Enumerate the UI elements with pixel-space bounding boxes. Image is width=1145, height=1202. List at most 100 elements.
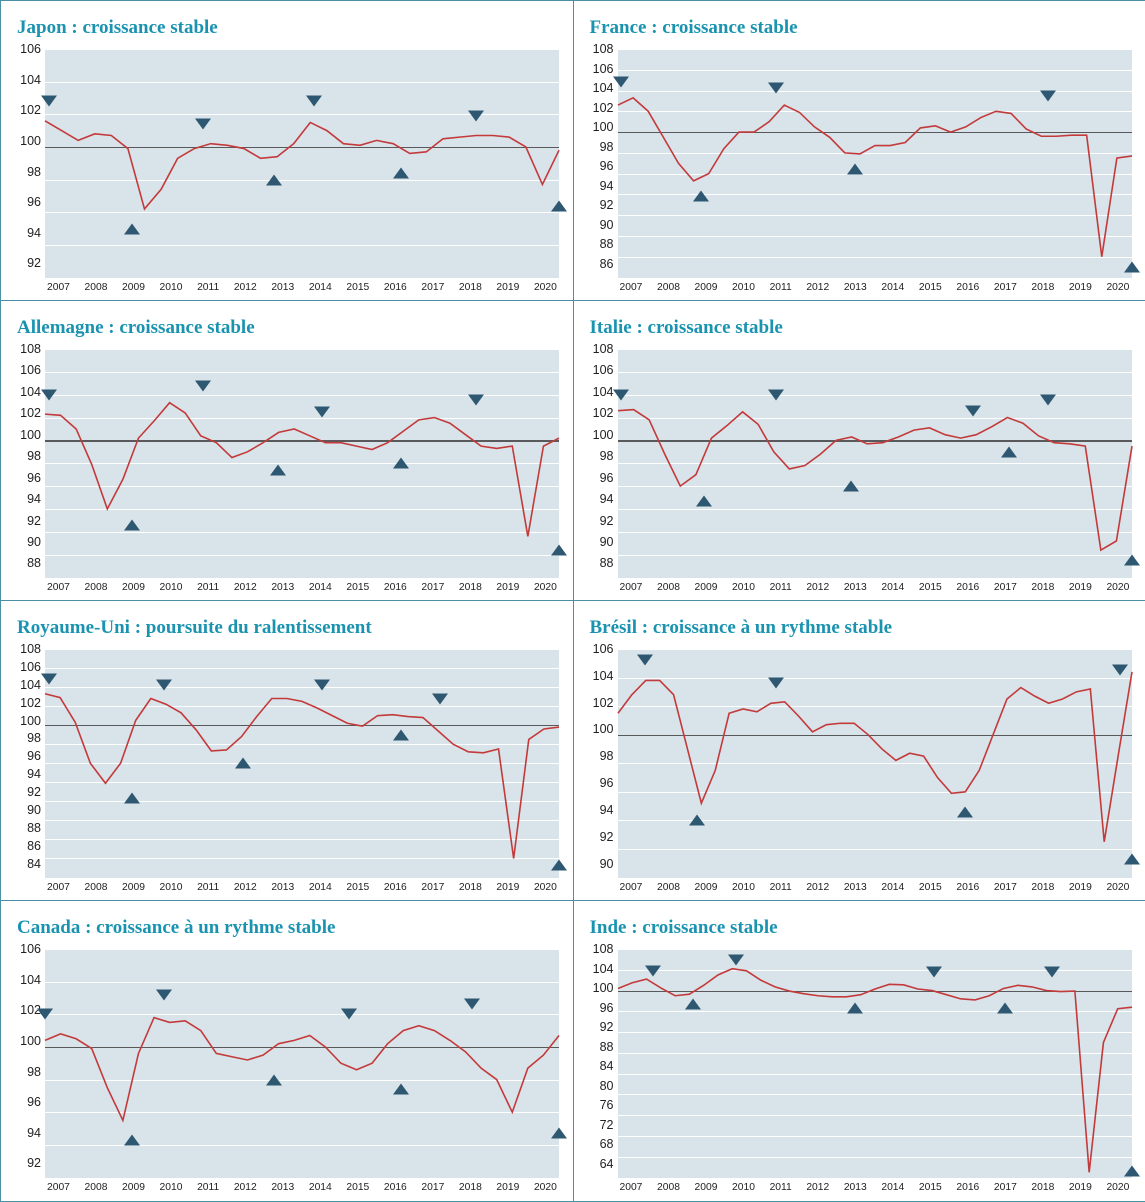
trend-marker-japon-0 xyxy=(41,96,57,107)
trend-marker-bresil-5 xyxy=(1124,853,1140,864)
trend-marker-japon-4 xyxy=(306,96,322,107)
trend-marker-royaume_uni-0 xyxy=(41,674,57,685)
trend-marker-allemagne-7 xyxy=(551,545,567,556)
trend-marker-royaume_uni-4 xyxy=(314,680,330,691)
trend-marker-france-1 xyxy=(693,191,709,202)
data-line-italie xyxy=(618,349,1132,578)
chart-title-france: France : croissance stable xyxy=(590,17,1132,39)
trend-marker-canada-0 xyxy=(37,1009,53,1020)
trend-marker-italie-3 xyxy=(843,481,859,492)
trend-marker-bresil-1 xyxy=(689,815,705,826)
trend-marker-canada-2 xyxy=(156,989,172,1000)
trend-marker-royaume_uni-6 xyxy=(432,693,448,704)
trend-marker-canada-1 xyxy=(124,1134,140,1145)
chart-title-canada: Canada : croissance à un rythme stable xyxy=(17,917,559,939)
data-line-canada xyxy=(45,949,559,1178)
trend-marker-italie-6 xyxy=(1040,395,1056,406)
trend-marker-canada-6 xyxy=(464,999,480,1010)
trend-marker-canada-3 xyxy=(266,1074,282,1085)
trend-marker-france-0 xyxy=(613,77,629,88)
trend-marker-france-2 xyxy=(768,83,784,94)
trend-marker-royaume_uni-7 xyxy=(551,860,567,871)
trend-marker-bresil-2 xyxy=(768,678,784,689)
chart-title-italie: Italie : croissance stable xyxy=(590,317,1132,339)
trend-marker-japon-2 xyxy=(195,119,211,130)
trend-marker-royaume_uni-3 xyxy=(235,758,251,769)
trend-marker-japon-7 xyxy=(551,200,567,211)
trend-marker-france-5 xyxy=(1124,262,1140,273)
data-line-bresil xyxy=(618,649,1132,878)
trend-marker-italie-4 xyxy=(965,405,981,416)
trend-marker-inde-3 xyxy=(847,1003,863,1014)
plot-area-italie xyxy=(618,349,1132,578)
trend-marker-canada-5 xyxy=(393,1084,409,1095)
data-line-inde xyxy=(618,949,1132,1178)
chart-title-allemagne: Allemagne : croissance stable xyxy=(17,317,559,339)
trend-marker-japon-5 xyxy=(393,168,409,179)
plot-area-japon xyxy=(45,49,559,278)
trend-marker-italie-1 xyxy=(696,495,712,506)
trend-marker-france-3 xyxy=(847,164,863,175)
trend-marker-canada-7 xyxy=(551,1128,567,1139)
data-line-japon xyxy=(45,49,559,278)
trend-marker-allemagne-5 xyxy=(393,458,409,469)
trend-marker-inde-7 xyxy=(1124,1166,1140,1177)
trend-marker-royaume_uni-1 xyxy=(124,792,140,803)
chart-title-bresil: Brésil : croissance à un rythme stable xyxy=(590,617,1132,639)
report-grid: Japon : croissance stable106104102100989… xyxy=(0,0,1145,1200)
chart-panel-bresil: Brésil : croissance à un rythme stable 10… xyxy=(573,600,1145,902)
trend-marker-inde-0 xyxy=(645,966,661,977)
trend-marker-italie-7 xyxy=(1124,555,1140,566)
trend-marker-allemagne-6 xyxy=(468,395,484,406)
trend-marker-allemagne-1 xyxy=(124,519,140,530)
trend-marker-japon-6 xyxy=(468,110,484,121)
trend-marker-inde-6 xyxy=(1044,967,1060,978)
trend-marker-royaume_uni-2 xyxy=(156,680,172,691)
trend-marker-inde-5 xyxy=(997,1003,1013,1014)
trend-marker-france-4 xyxy=(1040,90,1056,101)
chart-panel-canada: Canada : croissance à un rythme stable 10… xyxy=(0,900,574,1202)
plot-area-canada xyxy=(45,949,559,1178)
data-line-allemagne xyxy=(45,349,559,578)
chart-title-royaume_uni: Royaume-Uni : poursuite du ralentissemen… xyxy=(17,617,559,639)
trend-marker-royaume_uni-5 xyxy=(393,729,409,740)
trend-marker-allemagne-4 xyxy=(314,406,330,417)
trend-marker-bresil-3 xyxy=(957,806,973,817)
trend-marker-allemagne-2 xyxy=(195,380,211,391)
plot-area-france xyxy=(618,49,1132,278)
data-line-france xyxy=(618,49,1132,278)
plot-area-inde xyxy=(618,949,1132,1178)
chart-title-inde: Inde : croissance stable xyxy=(590,917,1132,939)
plot-area-allemagne xyxy=(45,349,559,578)
trend-marker-inde-1 xyxy=(685,999,701,1010)
plot-area-royaume_uni xyxy=(45,649,559,878)
data-line-royaume_uni xyxy=(45,649,559,878)
trend-marker-italie-5 xyxy=(1001,446,1017,457)
plot-area-bresil xyxy=(618,649,1132,878)
chart-panel-royaume_uni: Royaume-Uni : poursuite du ralentissemen… xyxy=(0,600,574,902)
trend-marker-bresil-0 xyxy=(637,655,653,666)
